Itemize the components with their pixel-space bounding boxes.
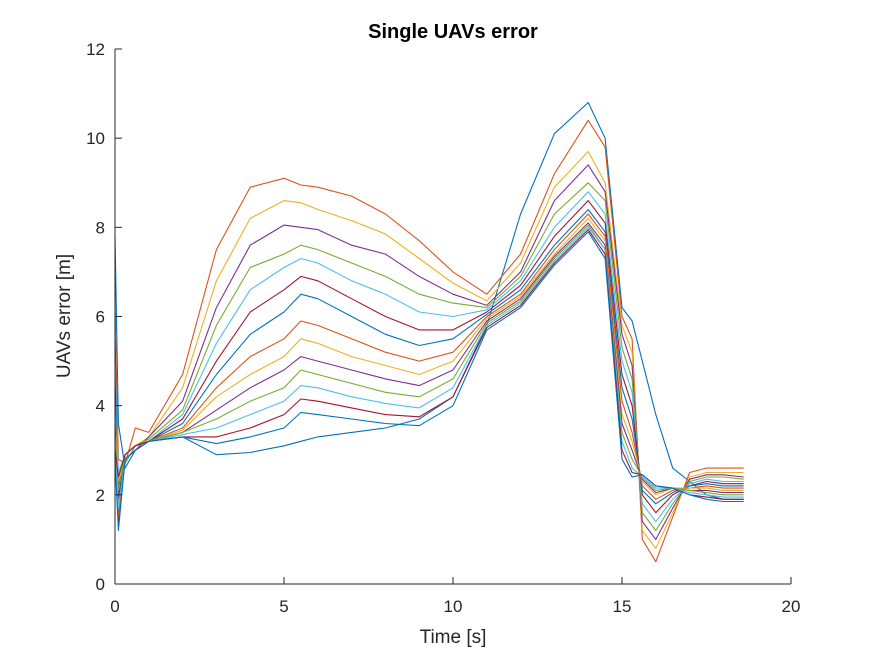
chart-title: Single UAVs error — [368, 21, 538, 43]
series-layer — [114, 101, 744, 563]
x-axis-label: Time [s] — [420, 627, 487, 648]
y-axis-label: UAVs error [m] — [54, 254, 75, 378]
y-tick-label: 2 — [96, 486, 105, 505]
x-tick-label: 20 — [782, 597, 801, 616]
series-line-10 — [114, 217, 744, 496]
series-line-4 — [114, 164, 744, 540]
series-line-5 — [114, 182, 744, 532]
series-line-9 — [114, 213, 744, 518]
x-tick-label: 15 — [613, 597, 632, 616]
axes-layer: 0 5 10 15 20 0 2 4 6 8 10 12 — [86, 40, 800, 616]
y-tick-label: 8 — [96, 218, 105, 237]
series-line-7 — [114, 200, 744, 527]
y-tick-label: 6 — [96, 308, 105, 327]
series-line-15 — [114, 231, 744, 532]
x-tick-label: 5 — [279, 597, 288, 616]
x-tick-label: 0 — [110, 597, 119, 616]
series-line-2 — [114, 119, 744, 563]
y-tick-label: 4 — [96, 397, 105, 416]
x-tick-label: 10 — [444, 597, 463, 616]
series-line-6 — [114, 191, 744, 523]
y-tick-label: 12 — [86, 40, 105, 59]
series-line-13 — [114, 226, 744, 509]
y-tick-label: 10 — [86, 129, 105, 148]
series-line-8 — [114, 208, 744, 505]
series-line-12 — [114, 224, 744, 496]
series-line-3 — [114, 150, 744, 549]
y-tick-label: 0 — [96, 575, 105, 594]
